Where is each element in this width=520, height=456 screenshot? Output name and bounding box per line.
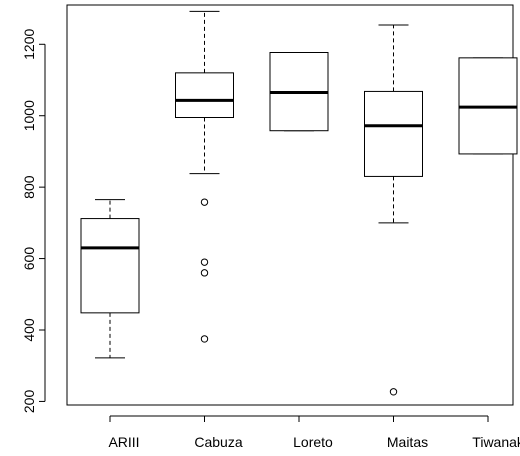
outlier-point	[200, 335, 209, 343]
x-tick-label: Maitas	[387, 434, 428, 450]
iqr-box	[364, 90, 423, 177]
outlier-point	[200, 258, 209, 266]
outlier-point	[200, 198, 209, 206]
box-group-cabuza	[175, 10, 234, 343]
outlier-point	[389, 388, 398, 396]
y-tick-label: 1000	[21, 100, 37, 131]
iqr-box	[175, 72, 234, 118]
box-group-maitas	[364, 24, 423, 396]
x-tick-label: Loreto	[293, 434, 333, 450]
box-series	[80, 10, 518, 396]
box-group-loreto	[269, 52, 329, 132]
x-tick-label: Tiwanaku	[472, 434, 520, 450]
x-tick-label: Cabuza	[194, 434, 242, 450]
x-axis: ARIII Cabuza Loreto Maitas Tiwanaku	[108, 415, 520, 450]
y-tick-label: 800	[21, 175, 37, 199]
x-tick-label: ARIII	[108, 434, 139, 450]
y-tick-label: 400	[21, 318, 37, 342]
box-group-tiwanaku	[458, 57, 518, 155]
plot-area-frame	[66, 4, 514, 406]
y-tick-label: 600	[21, 247, 37, 271]
y-tick-label: 1200	[21, 29, 37, 60]
box-group-ariii	[80, 199, 140, 359]
outlier-point	[200, 269, 209, 277]
y-axis: 200 400 600 800 1000 1200	[21, 29, 46, 414]
iqr-box	[80, 218, 140, 314]
y-tick-label: 200	[21, 390, 37, 414]
